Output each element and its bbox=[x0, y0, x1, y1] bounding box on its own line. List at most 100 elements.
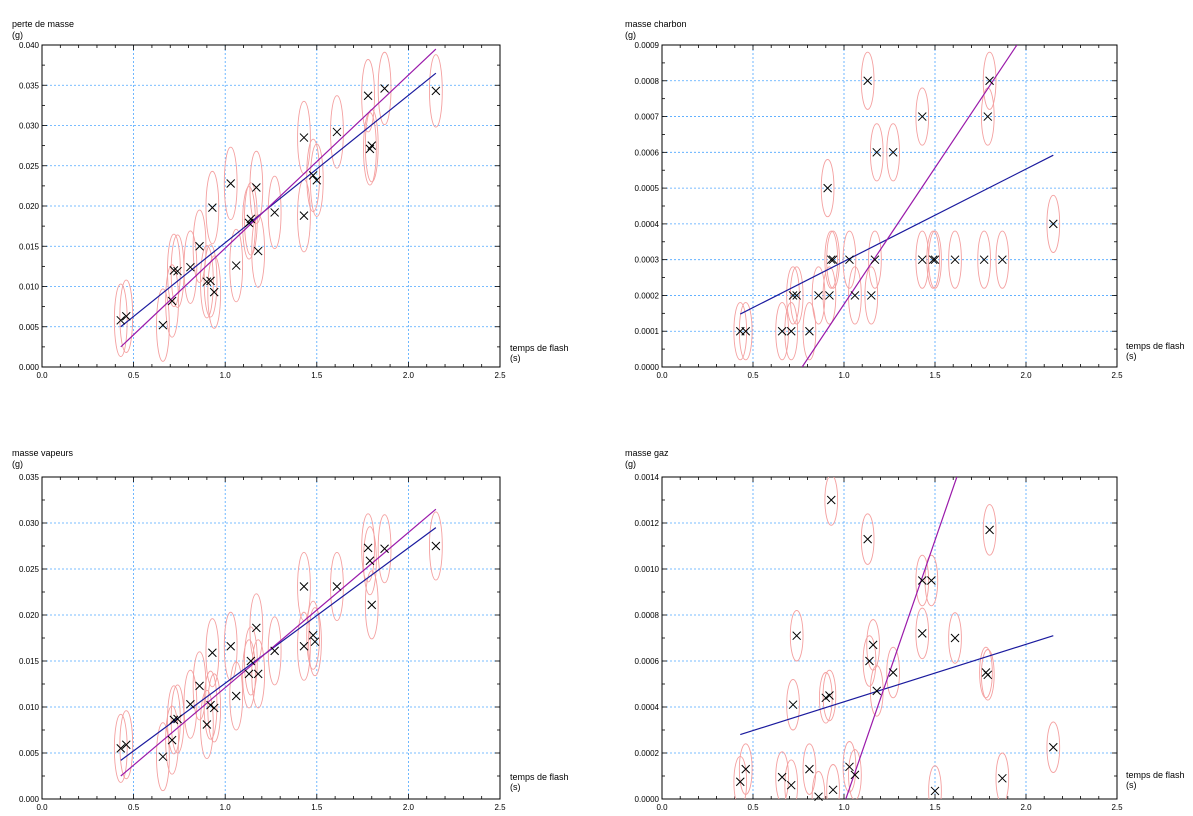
data-point-marker bbox=[788, 700, 798, 710]
data-point-marker bbox=[950, 633, 960, 643]
data-point-marker bbox=[173, 266, 182, 276]
y-tick-label: 0.040 bbox=[19, 41, 40, 50]
uncertainty-ellipse bbox=[170, 684, 185, 754]
data-point-marker bbox=[823, 183, 832, 193]
uncertainty-ellipse bbox=[820, 159, 835, 218]
uncertainty-ellipse bbox=[924, 554, 939, 607]
uncertainty-ellipse bbox=[784, 302, 799, 361]
data-point-marker bbox=[792, 291, 802, 300]
data-point-marker bbox=[202, 277, 212, 287]
x-tick-label: 0.0 bbox=[656, 371, 668, 380]
uncertainty-ellipse bbox=[848, 749, 862, 799]
data-point-marker bbox=[431, 86, 441, 96]
uncertainty-ellipse bbox=[860, 513, 875, 565]
uncertainty-ellipse bbox=[915, 554, 930, 607]
data-point-marker bbox=[206, 276, 215, 286]
y-tick-label: 0.0002 bbox=[635, 749, 660, 758]
data-point-marker bbox=[872, 147, 882, 157]
data-point-marker bbox=[825, 691, 834, 700]
uncertainty-ellipse bbox=[982, 51, 997, 110]
data-point-marker bbox=[983, 670, 993, 680]
ylabel-text: masse vapeurs bbox=[12, 448, 74, 458]
data-point-marker bbox=[786, 780, 796, 790]
uncertainty-ellipse bbox=[308, 607, 322, 677]
uncertainty-ellipse bbox=[1046, 194, 1061, 253]
panel-masse-charbon: masse charbon (g) temps de flash (s) 0.0… bbox=[625, 19, 1185, 380]
uncertainty-ellipse bbox=[156, 722, 170, 792]
data-point-marker bbox=[195, 681, 204, 691]
y-tick-label: 0.0002 bbox=[635, 291, 660, 300]
fit-line-purple bbox=[120, 508, 437, 777]
data-point-marker bbox=[431, 541, 441, 551]
uncertainty-ellipse bbox=[789, 609, 804, 662]
uncertainty-ellipse bbox=[165, 705, 179, 775]
yunit-text: (g) bbox=[12, 459, 23, 469]
uncertainty-ellipse bbox=[243, 182, 258, 256]
xlabel-text: temps de flash bbox=[510, 772, 569, 782]
fit-line-blue bbox=[120, 72, 437, 328]
uncertainty-ellipse bbox=[995, 230, 1010, 289]
data-point-marker bbox=[226, 179, 236, 188]
data-point-marker bbox=[231, 691, 241, 701]
uncertainty-ellipse bbox=[192, 651, 207, 721]
uncertainty-ellipse bbox=[868, 230, 882, 289]
plot-frame bbox=[41, 476, 501, 800]
uncertainty-ellipse bbox=[251, 639, 266, 709]
data-point-marker bbox=[116, 315, 126, 325]
uncertainty-ellipse bbox=[995, 752, 1010, 799]
y-tick-label: 0.025 bbox=[19, 162, 40, 171]
data-point-marker bbox=[930, 786, 940, 796]
data-point-marker bbox=[116, 744, 126, 753]
uncertainty-ellipse bbox=[223, 146, 238, 221]
data-point-marker bbox=[870, 255, 880, 265]
y-tick-label: 0.0008 bbox=[635, 77, 660, 86]
data-point-marker bbox=[805, 326, 814, 336]
uncertainty-ellipse bbox=[364, 570, 379, 640]
data-point-marker bbox=[121, 311, 131, 321]
data-point-marker bbox=[299, 582, 309, 591]
data-point-marker bbox=[244, 669, 254, 679]
data-point-marker bbox=[308, 171, 318, 180]
uncertainty-ellipse bbox=[156, 288, 170, 362]
uncertainty-ellipse bbox=[361, 513, 375, 583]
fit-line-blue bbox=[120, 527, 437, 761]
ylabel-text: masse gaz bbox=[625, 448, 669, 458]
uncertainty-ellipse bbox=[915, 87, 930, 146]
data-point-marker bbox=[1048, 219, 1058, 229]
y-tick-label: 0.010 bbox=[19, 283, 40, 292]
data-point-marker bbox=[173, 714, 182, 724]
uncertainty-ellipse bbox=[980, 649, 995, 701]
uncertainty-ellipse bbox=[119, 279, 134, 353]
y-tick-label: 0.0010 bbox=[635, 565, 660, 574]
data-point-marker bbox=[866, 291, 876, 300]
x-tick-label: 0.5 bbox=[747, 371, 759, 380]
y-tick-label: 0.030 bbox=[19, 519, 40, 528]
uncertainty-ellipse bbox=[915, 607, 930, 660]
plot-frame bbox=[661, 476, 1118, 800]
uncertainty-ellipse bbox=[826, 764, 840, 799]
panel-masse-gaz: masse gaz (g) temps de flash (s) 0.0 0.5 1… bbox=[625, 448, 1185, 812]
data-point-marker bbox=[917, 112, 927, 121]
data-point-marker bbox=[270, 208, 280, 217]
y-tick-label: 0.0007 bbox=[635, 113, 660, 122]
uncertainty-ellipse bbox=[249, 150, 264, 225]
data-point-marker bbox=[786, 326, 796, 336]
xunit-text: (s) bbox=[1126, 351, 1137, 361]
data-point-marker bbox=[845, 255, 854, 265]
data-point-marker bbox=[251, 623, 261, 633]
data-point-marker bbox=[208, 203, 217, 212]
data-point-marker bbox=[380, 84, 389, 93]
xunit-text: (s) bbox=[510, 353, 521, 363]
uncertainty-ellipse bbox=[167, 685, 181, 755]
uncertainty-ellipse bbox=[200, 689, 214, 759]
uncertainty-ellipse bbox=[802, 743, 817, 795]
uncertainty-ellipse bbox=[979, 646, 993, 699]
xlabel-text: temps de flash bbox=[510, 343, 569, 353]
uncertainty-ellipse bbox=[1046, 721, 1061, 774]
panel-perte-de-masse: perte de masse (g) temps de flash (s) 0.… bbox=[12, 19, 569, 380]
uncertainty-ellipse bbox=[864, 266, 879, 325]
data-point-marker bbox=[983, 112, 993, 121]
y-tick-label: 0.020 bbox=[19, 202, 40, 211]
y-tick-label: 0.010 bbox=[19, 703, 40, 712]
data-point-marker bbox=[950, 255, 960, 265]
